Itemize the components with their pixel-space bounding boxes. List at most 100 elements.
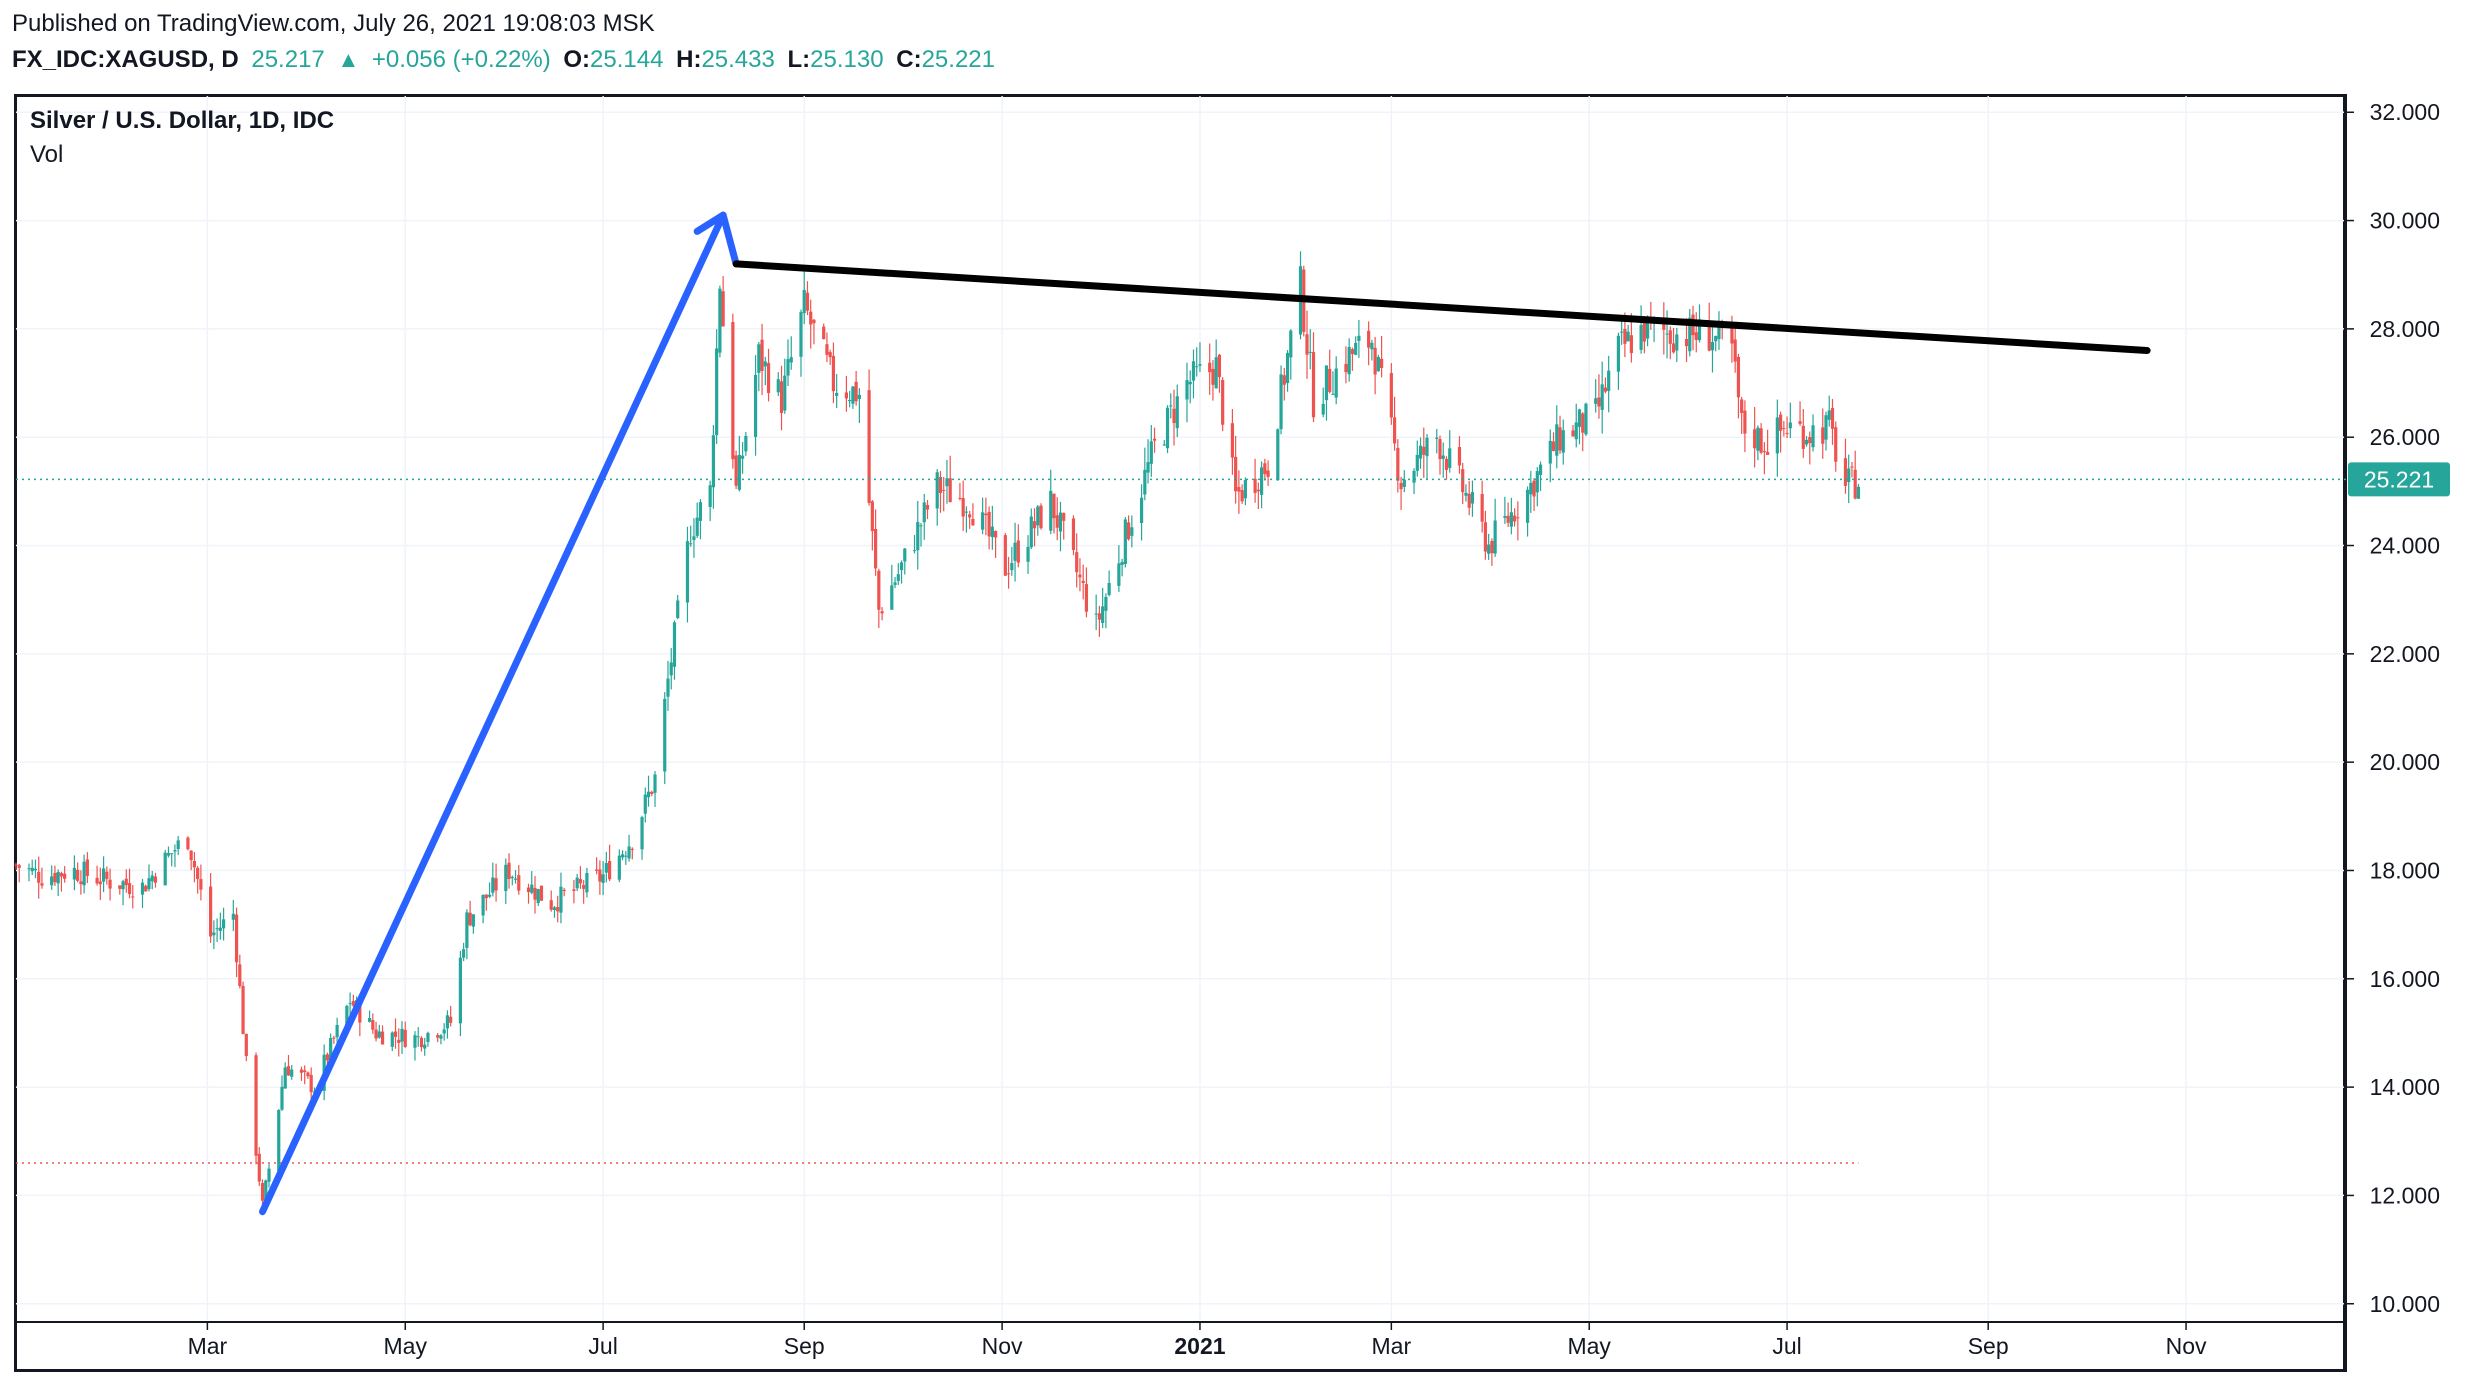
candle-body — [1821, 427, 1825, 444]
candle-body — [912, 550, 917, 552]
series-title[interactable]: Silver / U.S. Dollar, 1D, IDC — [30, 107, 335, 134]
candle-body — [303, 1070, 307, 1073]
candle-body — [1733, 339, 1737, 362]
candle-body — [1237, 487, 1241, 492]
candle-body — [617, 855, 621, 880]
x-tick-label: Nov — [2166, 1333, 2207, 1359]
candle-body — [397, 1039, 401, 1043]
candle-body — [1775, 417, 1779, 454]
candle-body — [1561, 430, 1565, 453]
candle-body — [851, 386, 855, 404]
candle-body — [1185, 380, 1189, 400]
candle-body — [390, 1032, 394, 1047]
price-axis[interactable]: 10.000 12.000 14.000 16.000 18.000 20.000 22.0… — [2345, 94, 2440, 1372]
time-axis[interactable]: Mar May Jul Sep Nov 2021 Mar May Jul Sep Nov — [14, 1321, 2346, 1359]
candle-body — [481, 894, 485, 916]
candle-body — [575, 877, 579, 889]
candle-body — [1172, 408, 1176, 423]
candle-body — [1289, 330, 1293, 358]
candle-body — [1107, 582, 1111, 595]
candle-body — [1435, 437, 1439, 439]
candle-body — [1036, 506, 1040, 526]
candle-body — [763, 361, 767, 367]
candle-body — [1516, 517, 1520, 519]
candle-body — [938, 476, 943, 494]
chart-frame[interactable] — [14, 94, 2346, 1372]
candle-body — [1402, 479, 1406, 487]
candle-body — [987, 511, 991, 537]
x-tick-label: Sep — [784, 1333, 825, 1359]
candle-body — [556, 906, 560, 912]
candle-body — [166, 853, 171, 856]
candle-body — [1214, 357, 1218, 389]
candle-body — [948, 478, 952, 503]
candle-body — [1555, 424, 1559, 456]
candle-body — [413, 1035, 417, 1048]
candle-body — [56, 871, 60, 884]
candle-body — [170, 853, 174, 855]
candle-body — [14, 864, 18, 866]
candle-body — [1461, 469, 1465, 493]
candle-body — [1052, 493, 1056, 519]
candle-body — [1058, 512, 1063, 532]
candle-body — [1146, 462, 1150, 473]
candle-body — [419, 1037, 424, 1048]
candle-body — [442, 1029, 446, 1034]
candle-body — [1120, 562, 1124, 565]
candle-body — [1127, 522, 1131, 540]
candle-body — [101, 868, 106, 882]
candle-body — [1525, 489, 1530, 523]
x-tick-label: Mar — [1372, 1333, 1412, 1359]
candle-body — [458, 957, 462, 1024]
candle-body — [1642, 321, 1646, 342]
y-tick-label: 18.000 — [2370, 857, 2440, 883]
candle-body — [50, 876, 54, 886]
candle-body — [105, 871, 109, 879]
candle-body — [1448, 448, 1452, 468]
candle-body — [1753, 429, 1757, 449]
candle-body — [899, 562, 904, 571]
candle-body — [1191, 361, 1196, 381]
candle-body — [1785, 432, 1789, 434]
candle-body — [153, 876, 158, 883]
candle-body — [1444, 458, 1449, 470]
candle-body — [98, 881, 102, 885]
candle-body — [650, 791, 654, 794]
candle-body — [578, 879, 583, 884]
candle-body — [549, 900, 553, 910]
candle-body — [513, 878, 518, 880]
open-value: 25.144 — [590, 46, 664, 73]
candle-body — [218, 927, 222, 931]
candle-body — [1357, 335, 1361, 341]
candle-body — [63, 873, 67, 879]
candle-body — [1597, 397, 1601, 407]
x-tick-label: Mar — [188, 1333, 228, 1359]
candle-body — [1305, 334, 1309, 355]
candle-body — [1266, 470, 1270, 477]
candle-body — [1367, 330, 1371, 348]
candle-body — [17, 865, 21, 868]
candle-body — [163, 852, 167, 886]
volume-label[interactable]: Vol — [30, 141, 64, 168]
candle-body — [140, 882, 145, 895]
candle-body — [559, 886, 563, 913]
candle-body — [601, 874, 605, 883]
candle-body — [1350, 349, 1355, 355]
candle-body — [1253, 478, 1257, 493]
candle-body — [1139, 497, 1144, 523]
candle-body — [1824, 415, 1828, 440]
candle-body — [646, 791, 651, 798]
candle-body — [1152, 438, 1157, 441]
candle-body — [118, 885, 122, 889]
candle-body — [990, 526, 994, 538]
candle-body — [984, 513, 988, 516]
candle-body — [510, 876, 514, 879]
candle-body — [82, 861, 86, 886]
candle-body — [711, 435, 716, 488]
candle-body — [598, 869, 602, 882]
ohlc-line: FX_IDC:XAGUSD, D 25.217 ▲ +0.056 (+0.22%… — [12, 42, 1001, 78]
candle-body — [27, 868, 31, 870]
candle-body — [822, 326, 826, 340]
candle-body — [802, 289, 806, 314]
